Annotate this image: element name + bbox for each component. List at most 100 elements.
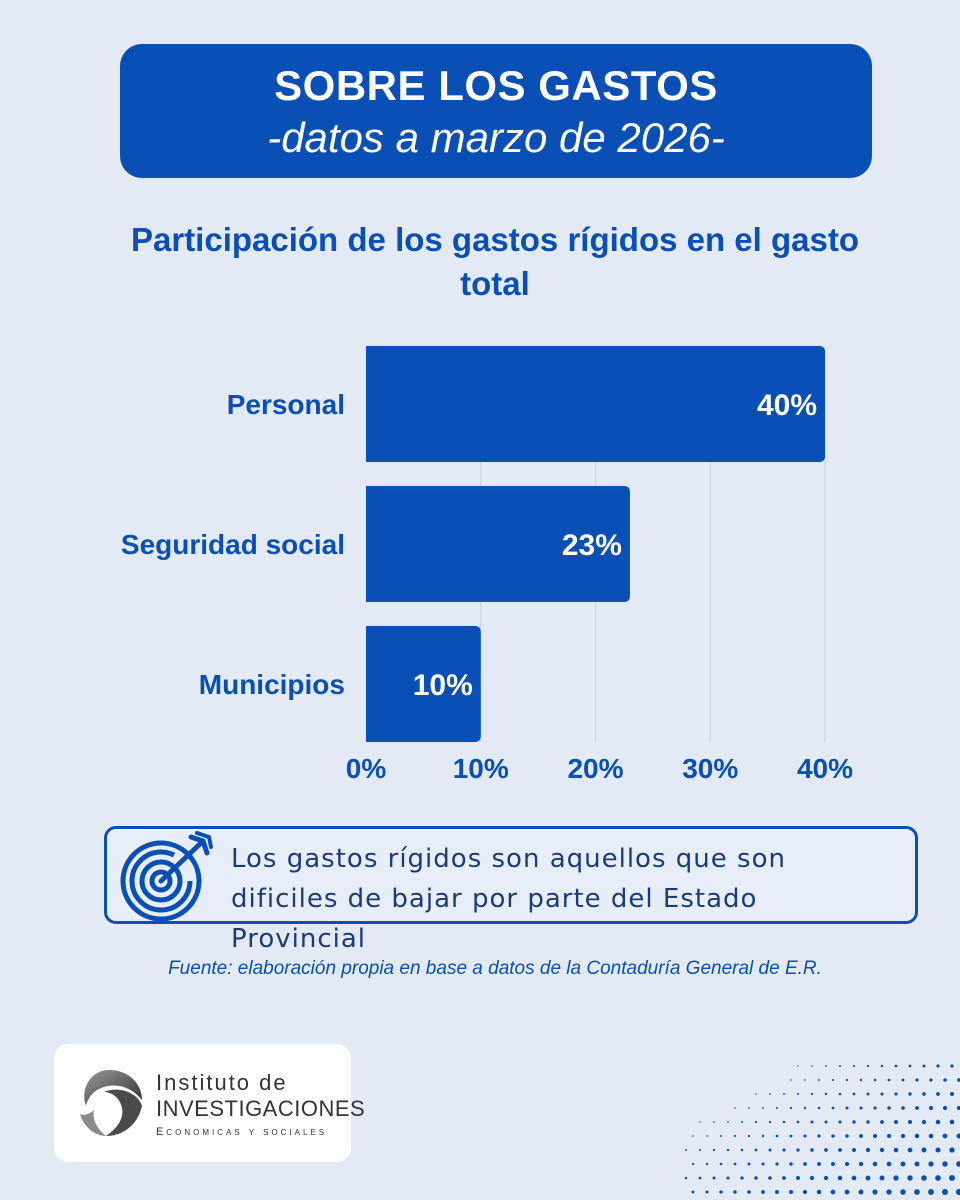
decorative-dot: [741, 1121, 743, 1123]
decorative-dot: [684, 1176, 688, 1180]
note-box: Los gastos rígidos son aquellos que son …: [104, 826, 918, 954]
decorative-dot: [908, 1064, 912, 1068]
decorative-dot: [900, 1189, 906, 1195]
decorative-dot: [838, 1092, 842, 1096]
decorative-dot: [803, 1134, 807, 1138]
decorative-dot: [872, 1161, 878, 1167]
decorative-dot: [859, 1106, 863, 1110]
decorative-dot: [824, 1148, 828, 1152]
decorative-dot: [817, 1106, 821, 1110]
decorative-dot: [865, 1175, 871, 1181]
decorative-dot: [830, 1189, 836, 1195]
decorative-dot: [901, 1106, 905, 1110]
decorative-dot: [894, 1064, 898, 1068]
decorative-dot: [851, 1175, 857, 1181]
decorative-dot: [873, 1106, 877, 1110]
decorative-dot: [825, 1065, 827, 1067]
decorative-dot: [809, 1175, 815, 1181]
page-subtitle: -datos a marzo de 2026-: [267, 114, 725, 161]
decorative-dot: [790, 1079, 792, 1081]
decorative-dot: [797, 1065, 799, 1067]
x-tick-label: 0%: [346, 753, 387, 784]
decorative-dot: [886, 1189, 892, 1195]
decorative-dot: [775, 1134, 779, 1138]
decorative-dot: [907, 1147, 913, 1153]
decorative-dot: [844, 1161, 850, 1167]
decorative-dot: [823, 1175, 829, 1181]
decorative-dot: [692, 1135, 694, 1137]
decorative-dot: [845, 1078, 849, 1082]
decorative-dot: [887, 1106, 891, 1110]
decorative-dot: [831, 1134, 835, 1138]
decorative-dot: [859, 1078, 863, 1082]
decorative-dot: [886, 1133, 892, 1139]
decorative-dot: [941, 1188, 949, 1196]
decorative-dot: [802, 1189, 808, 1195]
category-label: Seguridad social: [121, 529, 345, 560]
decorative-dot: [942, 1133, 948, 1139]
decorative-dot: [810, 1120, 814, 1124]
category-label: Personal: [227, 389, 345, 420]
decorative-dot: [726, 1176, 730, 1180]
decorative-dot: [950, 1092, 954, 1096]
decorative-dot: [858, 1161, 864, 1167]
decorative-dot: [740, 1148, 744, 1152]
decorative-dot: [887, 1078, 891, 1082]
decorative-dot: [768, 1176, 772, 1180]
data-label: 40%: [757, 389, 817, 422]
decorative-dot: [894, 1120, 898, 1124]
decorative-dot: [748, 1107, 750, 1109]
decorative-dot: [838, 1148, 842, 1152]
decorative-dot: [845, 1106, 849, 1110]
decorative-dot: [893, 1175, 899, 1181]
institute-logo: Instituto de INVESTIGACIONES Economicas …: [54, 1044, 365, 1162]
decorative-dot: [880, 1120, 884, 1124]
decorative-dot: [817, 1134, 821, 1138]
decorative-dot: [810, 1148, 814, 1152]
decorative-dot: [852, 1092, 856, 1096]
x-tick-label: 30%: [682, 753, 738, 784]
decorative-dot: [782, 1120, 786, 1124]
institute-logo-mark-icon: [80, 1070, 142, 1136]
decorative-dot: [908, 1092, 912, 1096]
decorative-dot: [761, 1134, 765, 1138]
decorative-dot: [929, 1078, 933, 1082]
decorative-dot: [782, 1176, 786, 1180]
decorative-dot: [907, 1119, 913, 1125]
decorative-dot: [957, 1078, 960, 1082]
decorative-dot: [852, 1120, 856, 1124]
decorative-dot: [705, 1190, 709, 1194]
decorative-dot: [782, 1148, 786, 1152]
decorative-dot: [733, 1162, 737, 1166]
decorative-dot: [734, 1107, 736, 1109]
decorative-dot: [818, 1079, 820, 1081]
decorative-dot: [803, 1106, 807, 1110]
decorative-dot: [921, 1119, 927, 1125]
decorative-dot: [796, 1148, 800, 1152]
decorative-dot: [726, 1148, 730, 1152]
decorative-dot: [949, 1119, 955, 1125]
decorative-dot: [879, 1175, 885, 1181]
data-label: 10%: [413, 669, 473, 702]
decorative-dot: [817, 1162, 821, 1166]
x-tick-label: 20%: [567, 753, 623, 784]
decorative-dot: [949, 1175, 955, 1181]
decorative-dot: [914, 1161, 920, 1167]
decorative-dot: [810, 1092, 814, 1096]
decorative-dot: [719, 1162, 723, 1166]
decorative-dot: [698, 1176, 702, 1180]
decorative-dot: [775, 1190, 779, 1194]
decorative-dot: [955, 1188, 960, 1196]
decorative-dot: [719, 1190, 723, 1194]
decorative-dot: [831, 1078, 835, 1082]
decorative-dot: [754, 1176, 758, 1180]
decorative-dot: [761, 1162, 765, 1166]
decorative-dot: [956, 1105, 960, 1111]
x-tick-label: 40%: [797, 753, 853, 784]
decorative-dot: [936, 1064, 940, 1068]
logo-line-2: INVESTIGACIONES: [156, 1096, 366, 1121]
decorative-dot: [865, 1147, 871, 1153]
bar: [366, 626, 481, 742]
decorative-dot: [956, 1133, 960, 1139]
decorative-dot: [769, 1093, 771, 1095]
